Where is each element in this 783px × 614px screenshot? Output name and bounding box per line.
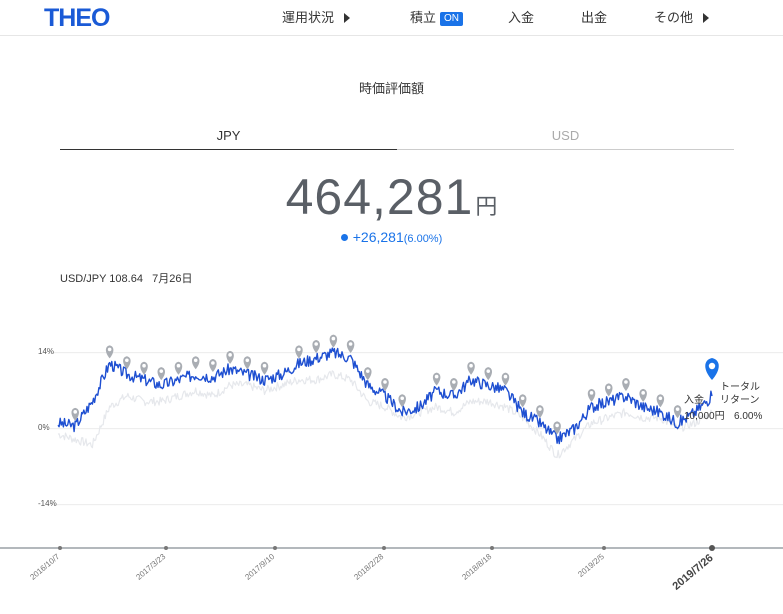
tab-jpy[interactable]: JPY <box>60 126 397 150</box>
deposit-marker-icon <box>71 407 79 421</box>
deposit-marker-icon <box>346 340 355 353</box>
x-tick-dot <box>164 546 168 550</box>
deposit-marker-icon <box>260 361 269 375</box>
deposit-marker-icon <box>157 367 166 381</box>
deposit-marker-icon <box>381 378 389 391</box>
deposit-marker-icon <box>329 334 338 348</box>
deposit-marker-icon <box>243 356 252 370</box>
deposit-marker-icon <box>174 361 183 375</box>
gain-dot-icon <box>340 234 348 241</box>
legend-deposit-label: 入金 <box>684 395 704 406</box>
x-tick-dot <box>58 546 62 550</box>
nav-accumulate[interactable]: 積立 ON <box>410 10 464 26</box>
nav-other[interactable]: その他 <box>654 10 710 26</box>
deposit-marker-icon <box>450 378 458 391</box>
top-header: THEO 運用状況 積立 ON 入金 出金 その他 <box>0 0 783 36</box>
current-position-pin-dot <box>708 362 716 370</box>
benchmark-series-line <box>57 370 713 459</box>
deposit-marker-icon <box>209 359 217 372</box>
nav-withdraw[interactable]: 出金 <box>581 10 608 25</box>
legend-return-value: 6.00% <box>734 411 763 422</box>
deposit-marker-icon <box>432 372 441 386</box>
nav-operation-status-label: 運用状況 <box>282 10 335 25</box>
nav-operation-status[interactable]: 運用状況 <box>282 10 351 26</box>
deposit-marker-icon <box>105 345 114 359</box>
valuation-amount: 464,281 <box>285 169 474 225</box>
deposit-marker-icon <box>364 367 372 381</box>
y-tick-label: 14% <box>38 346 55 356</box>
legend-deposit-value: 10,000円 <box>684 411 725 422</box>
deposit-marker-icon <box>604 383 613 397</box>
deposit-marker-icon <box>553 421 561 435</box>
deposit-marker-icon <box>501 372 510 386</box>
deposit-marker-icon <box>123 356 131 370</box>
deposit-marker-icon <box>673 405 682 419</box>
triangle-right-icon <box>344 13 351 23</box>
nav-accumulate-label: 積立 <box>410 10 437 25</box>
tab-usd[interactable]: USD <box>397 126 734 150</box>
gain-percent: (6.00%) <box>403 233 443 245</box>
valuation-unit: 円 <box>475 194 498 219</box>
theo-logo[interactable]: THEO <box>44 4 110 32</box>
deposit-marker-icon <box>226 350 234 364</box>
deposit-marker-icon <box>587 388 596 402</box>
deposit-marker-icon <box>536 405 544 419</box>
gain-display: +26,281(6.00%) <box>0 229 783 245</box>
x-tick-dot <box>709 545 715 551</box>
deposit-marker-icon <box>656 394 665 408</box>
deposit-marker-icon <box>622 378 630 391</box>
x-tick-dot <box>382 546 386 550</box>
page-title: 時価評価額 <box>358 81 424 96</box>
deposit-marker-icon <box>398 394 406 408</box>
deposit-marker-icon <box>467 361 475 375</box>
deposit-marker-icon <box>191 356 200 370</box>
deposit-marker-icon <box>140 361 148 375</box>
deposit-marker-icon <box>518 394 527 408</box>
accumulate-on-badge: ON <box>440 12 464 26</box>
x-tick-dot <box>490 546 494 550</box>
fx-rate-label: USD/JPY 108.64 <box>60 273 143 285</box>
deposit-marker-icon <box>295 345 303 359</box>
gain-value: +26,281 <box>352 229 404 245</box>
y-tick-label: 0% <box>38 422 50 432</box>
fx-rate-date: 7月26日 <box>152 273 193 285</box>
valuation-display: 464,281円 <box>0 168 783 226</box>
deposit-marker-icon <box>639 388 647 402</box>
currency-tabs: JPY USD <box>60 126 734 150</box>
triangle-right-icon <box>703 13 710 23</box>
x-tick-dot <box>273 546 277 550</box>
theo-series-line <box>57 347 713 445</box>
deposit-marker-icon <box>312 340 320 353</box>
nav-deposit[interactable]: 入金 <box>508 10 535 25</box>
deposit-marker-icon <box>484 367 493 381</box>
chart-svg <box>0 334 783 551</box>
valuation-chart[interactable]: 14% 0% -14% 2016/10/7 2017/3/23 2017/9/10 201… <box>0 320 783 614</box>
y-tick-label: -14% <box>38 498 57 508</box>
x-tick-dot <box>602 546 606 550</box>
legend-return-label: トータル リターン <box>720 382 760 406</box>
fx-rate: USD/JPY 108.64 7月26日 <box>60 270 193 286</box>
nav-other-label: その他 <box>654 10 694 25</box>
